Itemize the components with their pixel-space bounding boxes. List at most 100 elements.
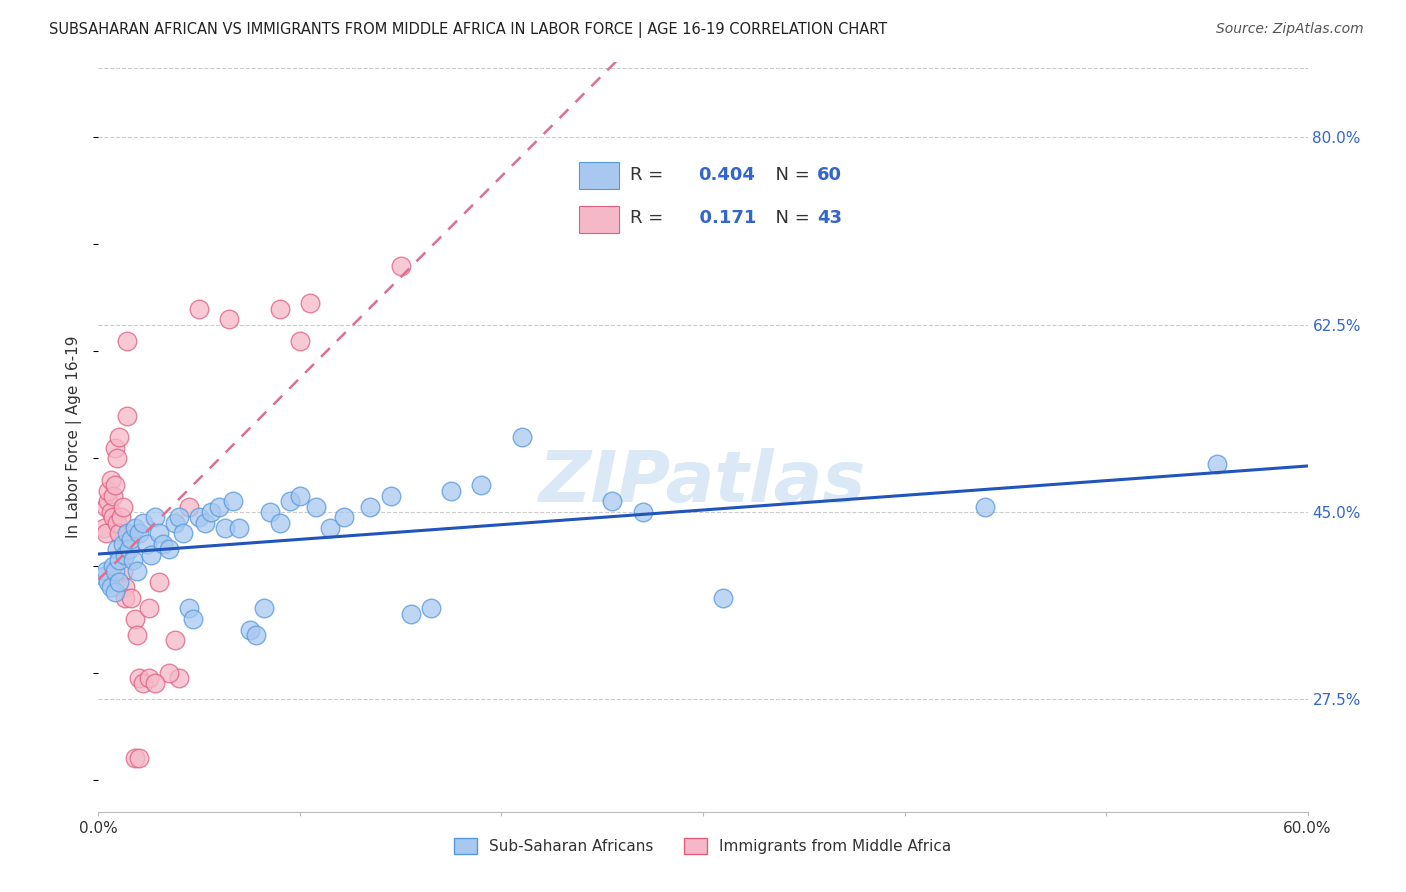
Point (107, 553, 129, 567)
Point (100, 505, 122, 519)
Point (124, 612, 146, 626)
Point (100, 580, 122, 594)
Point (103, 564, 125, 578)
Point (253, 601, 276, 615)
Point (179, 500, 201, 514)
Point (470, 478, 492, 492)
Point (188, 510, 211, 524)
Point (110, 510, 132, 524)
Point (389, 259, 412, 273)
Point (114, 580, 136, 594)
Point (120, 532, 142, 546)
Point (101, 558, 124, 573)
Point (333, 510, 356, 524)
Point (96, 564, 118, 578)
Point (288, 334, 311, 348)
Point (115, 334, 138, 348)
Point (125, 628, 148, 642)
Point (114, 548, 136, 562)
Point (128, 526, 150, 541)
Point (103, 585, 125, 599)
Point (214, 521, 236, 535)
Point (1206, 457, 1229, 471)
Legend: Sub-Saharan Africans, Immigrants from Middle Africa: Sub-Saharan Africans, Immigrants from Mi… (449, 832, 957, 860)
Point (299, 296, 322, 310)
Point (399, 607, 422, 621)
Point (148, 574, 170, 589)
Point (974, 500, 997, 514)
Text: SUBSAHARAN AFRICAN VS IMMIGRANTS FROM MIDDLE AFRICA IN LABOR FORCE | AGE 16-19 C: SUBSAHARAN AFRICAN VS IMMIGRANTS FROM MI… (49, 22, 887, 38)
Point (200, 505, 222, 519)
Point (138, 601, 160, 615)
Point (111, 537, 134, 551)
Point (148, 526, 170, 541)
Point (105, 516, 128, 530)
Point (93, 569, 115, 583)
Point (602, 494, 624, 508)
Point (167, 510, 190, 524)
Text: ZIPatlas: ZIPatlas (540, 448, 866, 516)
Point (107, 574, 129, 589)
Point (228, 521, 250, 535)
Text: R =: R = (630, 210, 669, 227)
Point (163, 633, 186, 648)
Point (269, 516, 291, 530)
Text: 0.171: 0.171 (688, 210, 756, 227)
Point (115, 526, 138, 541)
Point (188, 301, 211, 316)
Y-axis label: In Labor Force | Age 16-19: In Labor Force | Age 16-19 (66, 335, 83, 539)
Point (118, 542, 141, 557)
Point (181, 612, 204, 626)
Point (96, 500, 118, 514)
Text: 0.404: 0.404 (699, 166, 755, 184)
Point (138, 671, 160, 685)
Text: Source: ZipAtlas.com: Source: ZipAtlas.com (1216, 22, 1364, 37)
Point (107, 430, 129, 444)
Point (128, 751, 150, 765)
Point (269, 301, 291, 316)
Point (97, 494, 120, 508)
Point (172, 526, 194, 541)
Point (100, 473, 122, 487)
Point (105, 542, 128, 557)
Point (97, 483, 120, 498)
Point (114, 591, 136, 605)
Point (139, 548, 162, 562)
Point (125, 564, 148, 578)
Point (259, 505, 281, 519)
Point (319, 521, 342, 535)
Point (194, 516, 217, 530)
Point (93, 521, 115, 535)
Point (288, 489, 311, 503)
Point (107, 526, 129, 541)
Point (128, 671, 150, 685)
Point (179, 601, 201, 615)
Point (124, 521, 146, 535)
Point (111, 500, 134, 514)
Point (222, 494, 245, 508)
Point (440, 483, 463, 498)
Point (132, 676, 155, 690)
Text: N =: N = (763, 166, 815, 184)
Point (711, 591, 734, 605)
Point (143, 676, 166, 690)
Bar (579, 206, 619, 233)
Point (101, 489, 124, 503)
Point (97, 574, 120, 589)
Point (105, 451, 128, 466)
Point (143, 510, 166, 524)
Point (380, 489, 402, 503)
Point (120, 591, 142, 605)
Point (103, 478, 125, 492)
Point (631, 505, 654, 519)
Point (152, 537, 174, 551)
Point (101, 510, 124, 524)
Text: N =: N = (763, 210, 815, 227)
Point (167, 671, 190, 685)
Point (124, 751, 146, 765)
Bar (579, 161, 619, 188)
Point (96, 526, 118, 541)
Point (157, 665, 180, 680)
Point (111, 564, 134, 578)
Point (278, 494, 301, 508)
